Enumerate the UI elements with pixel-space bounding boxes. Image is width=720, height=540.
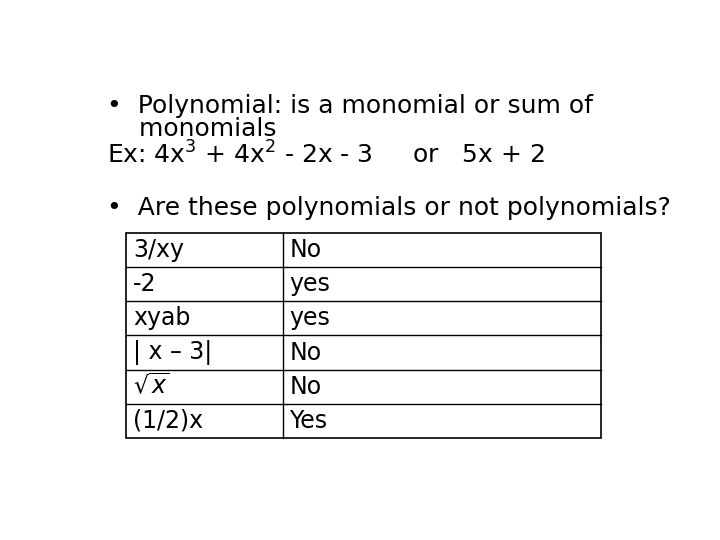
Text: 3/xy: 3/xy <box>133 238 184 262</box>
Text: monomials: monomials <box>107 117 276 141</box>
Text: $\sqrt{x}$: $\sqrt{x}$ <box>133 374 170 400</box>
Text: xyab: xyab <box>133 306 190 330</box>
Text: Yes: Yes <box>289 409 328 433</box>
Text: No: No <box>289 238 321 262</box>
Bar <box>126 233 600 438</box>
Text: Ex: 4x$^3$ + 4x$^2$ - 2x - 3     or   5x + 2: Ex: 4x$^3$ + 4x$^2$ - 2x - 3 or 5x + 2 <box>107 141 545 169</box>
Text: •  Are these polynomials or not polynomials?: • Are these polynomials or not polynomia… <box>107 196 670 220</box>
Text: No: No <box>289 375 321 399</box>
Text: yes: yes <box>289 306 330 330</box>
Text: yes: yes <box>289 272 330 296</box>
Text: | x – 3|: | x – 3| <box>133 340 212 365</box>
Text: -2: -2 <box>133 272 156 296</box>
Text: No: No <box>289 341 321 364</box>
Text: •  Polynomial: is a monomial or sum of: • Polynomial: is a monomial or sum of <box>107 94 593 118</box>
Text: (1/2)x: (1/2)x <box>133 409 203 433</box>
